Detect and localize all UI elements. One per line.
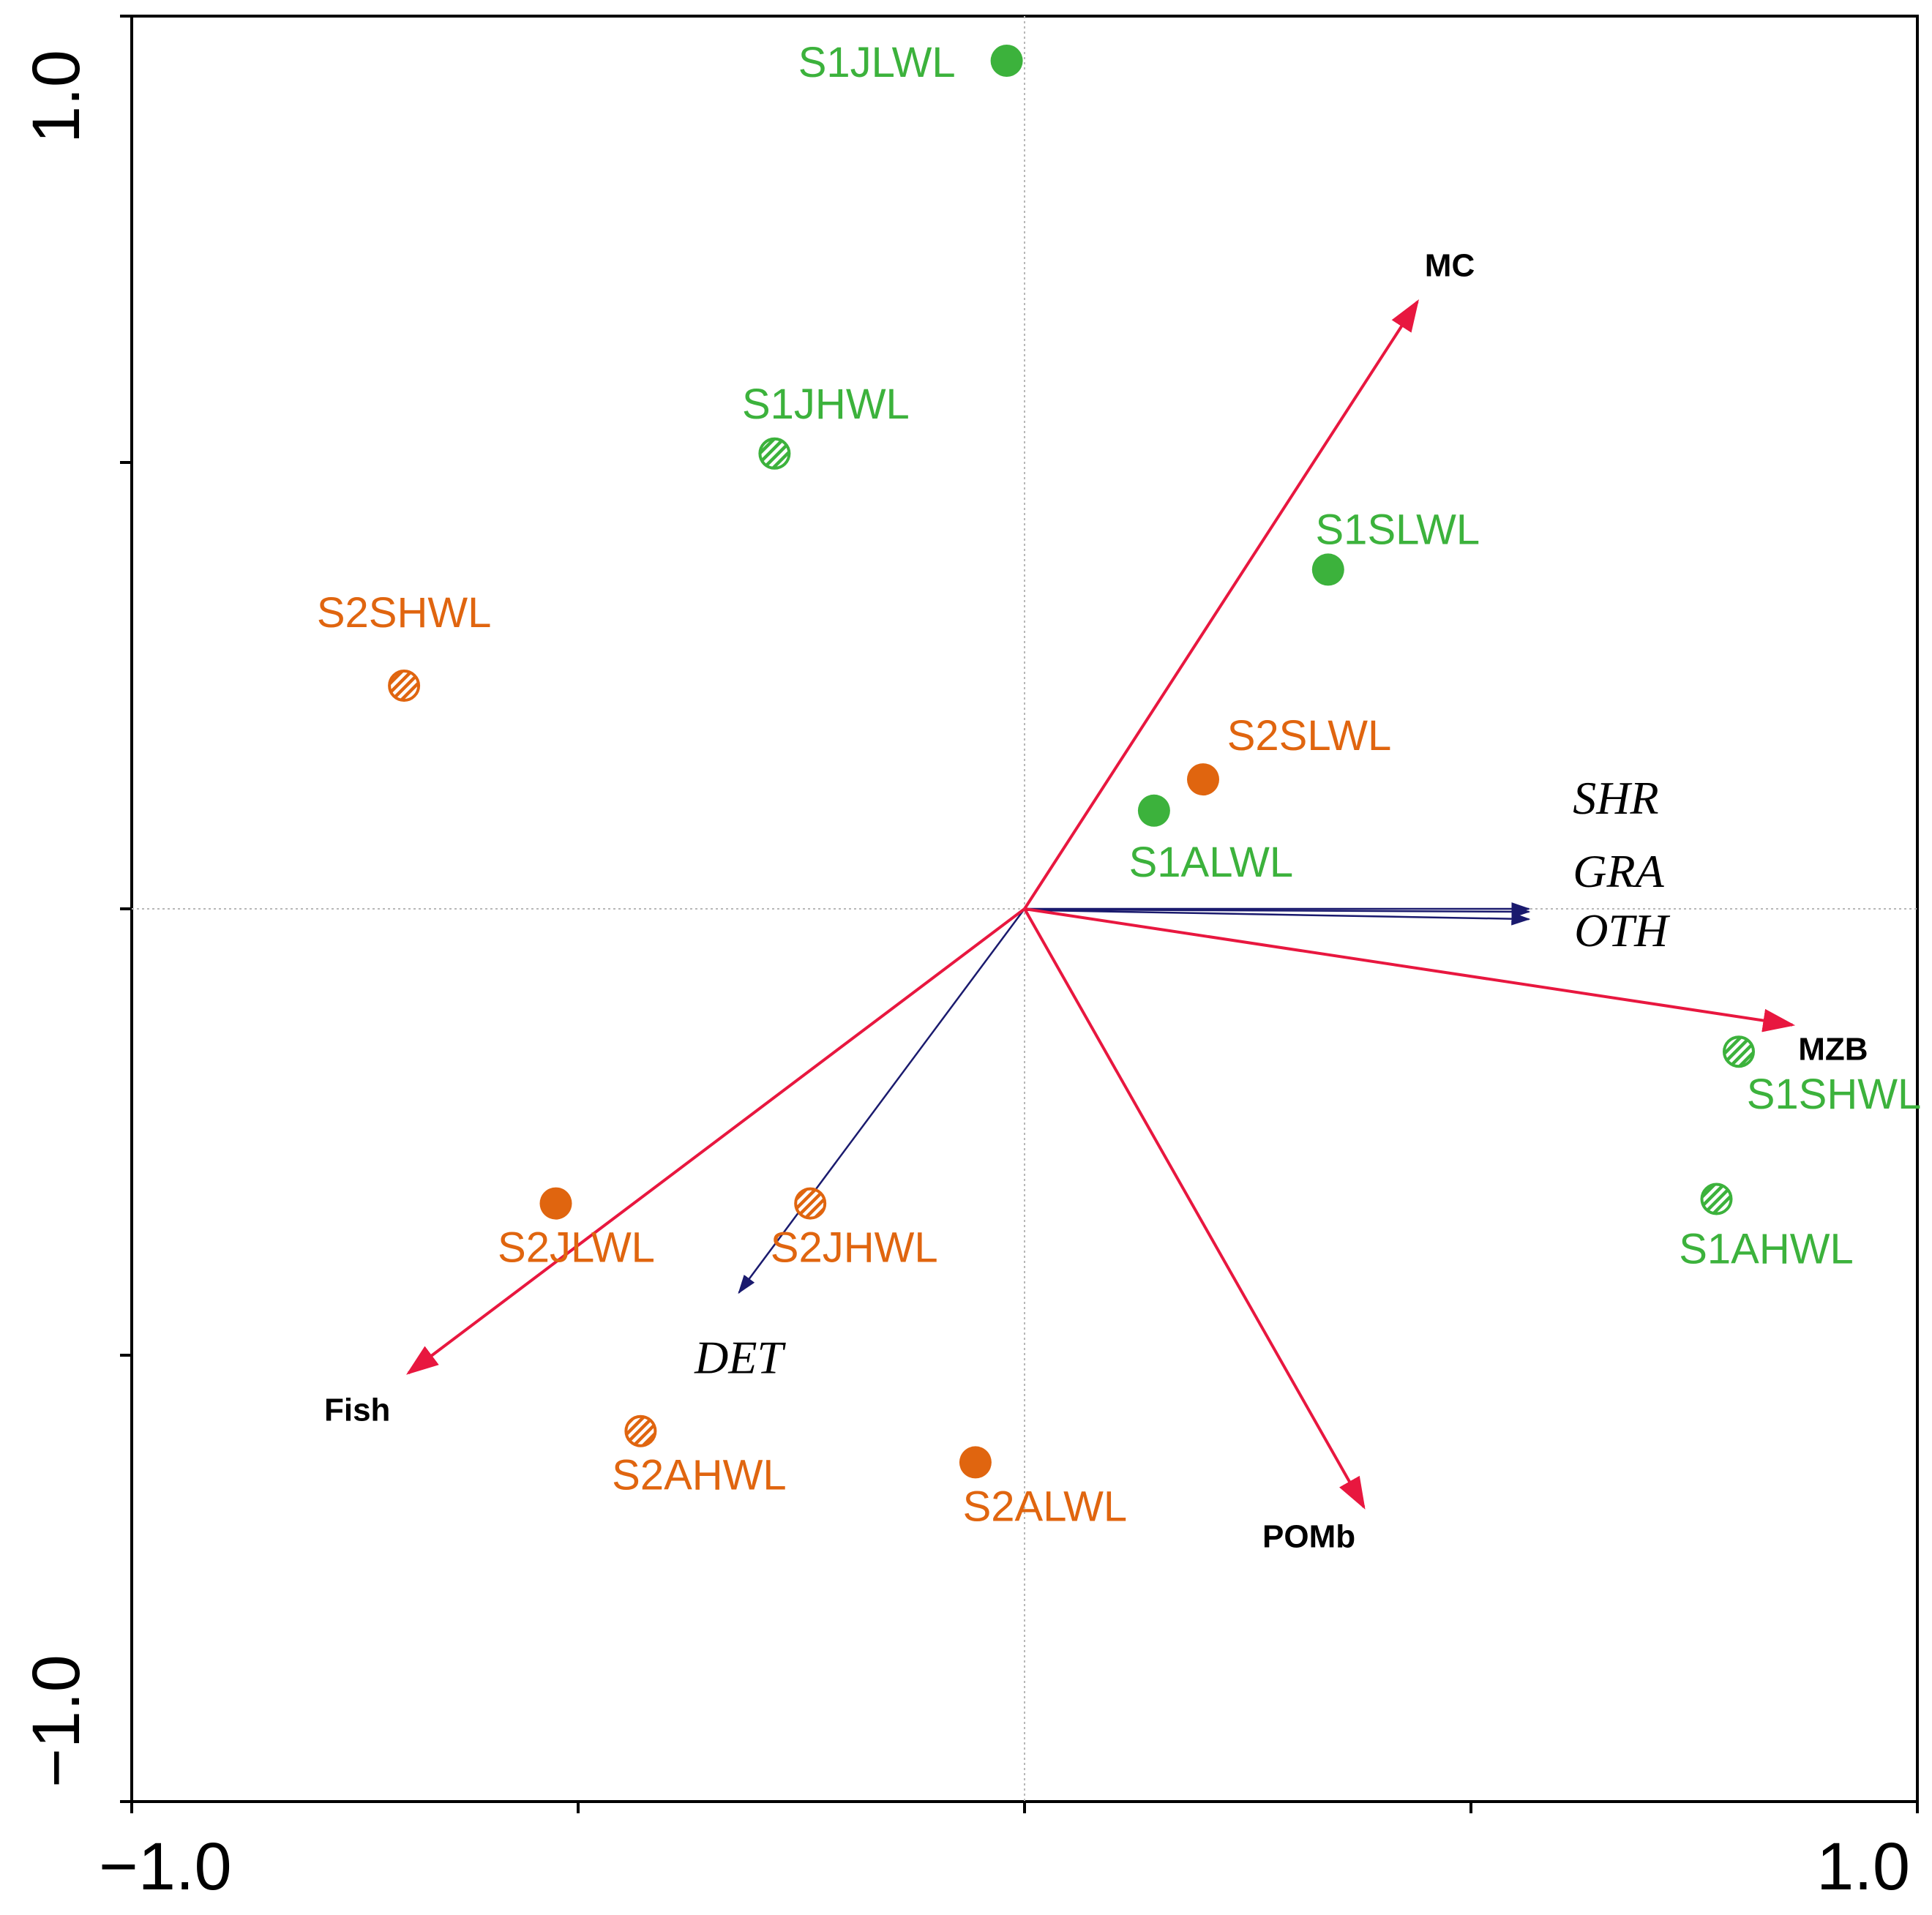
site-point-s2slwl — [1187, 763, 1219, 796]
response-label-mzb: MZB — [1798, 1032, 1868, 1068]
site-label-s2ahwl: S2AHWL — [612, 1452, 787, 1499]
site-label-s1shwl: S1SHWL — [1747, 1071, 1922, 1118]
site-label-s1alwl: S1ALWL — [1129, 839, 1294, 886]
trophic-arrow-oth — [1024, 909, 1531, 926]
site-point-s1shwl — [1723, 1035, 1755, 1068]
response-arrow-mc — [1023, 299, 1419, 910]
axis-ticks — [120, 15, 1919, 1813]
site-point-s1ahwl — [1700, 1183, 1733, 1215]
site-point-s1jhwl — [758, 437, 791, 470]
site-point-s2jhwl — [794, 1187, 827, 1220]
site-point-s2shwl — [388, 670, 421, 702]
site-label-s2jhwl: S2JHWL — [771, 1224, 938, 1272]
site-point-s2alwl — [959, 1446, 992, 1479]
site-label-s2shwl: S2SHWL — [317, 589, 492, 637]
site-label-s2jlwl: S2JLWL — [498, 1224, 655, 1272]
trophic-arrows: SHR GRA OTH DET — [694, 772, 1671, 1384]
axis-tick-labels: −1.0 1.0 1.0 −1.0 — [19, 50, 1910, 1904]
y-tick-label: −1.0 — [19, 1654, 94, 1788]
trophic-label-shr: SHR — [1573, 772, 1658, 824]
trophic-label-gra: GRA — [1573, 845, 1664, 897]
response-arrow-fish — [406, 907, 1026, 1375]
site-label-s1jlwl: S1JLWL — [798, 39, 956, 86]
site-label-s1ahwl: S1AHWL — [1679, 1226, 1854, 1273]
site-label-s2slwl: S2SLWL — [1227, 712, 1392, 760]
trophic-arrow-gra — [1024, 904, 1531, 918]
site-points: S1JLWL S1JHWL S1SLWL S1ALWL S1SHWL S1AHWL S2SH… — [317, 39, 1921, 1530]
response-label-mc: MC — [1425, 247, 1475, 283]
site-point-s2ahwl — [624, 1414, 657, 1447]
response-arrows: MC MZB POMb Fish — [324, 247, 1868, 1554]
response-arrow-mzb — [1024, 907, 1796, 1033]
response-arrow-pomb — [1023, 908, 1366, 1510]
x-tick-label: −1.0 — [99, 1829, 232, 1904]
trophic-label-oth: OTH — [1574, 904, 1671, 956]
response-label-fish: Fish — [324, 1392, 390, 1428]
site-label-s1jhwl: S1JHWL — [742, 381, 910, 428]
trophic-arrow-det — [738, 908, 1026, 1294]
y-tick-label: 1.0 — [19, 50, 94, 143]
site-point-s1alwl — [1137, 794, 1170, 827]
site-point-s2jlwl — [539, 1187, 572, 1220]
trophic-label-det: DET — [694, 1332, 786, 1384]
site-point-s1jlwl — [990, 45, 1023, 77]
site-label-s1slwl: S1SLWL — [1316, 506, 1480, 553]
site-label-s2alwl: S2ALWL — [963, 1483, 1128, 1530]
response-label-pomb: POMb — [1262, 1518, 1355, 1554]
site-point-s1slwl — [1311, 553, 1344, 586]
x-tick-label: 1.0 — [1816, 1829, 1910, 1904]
